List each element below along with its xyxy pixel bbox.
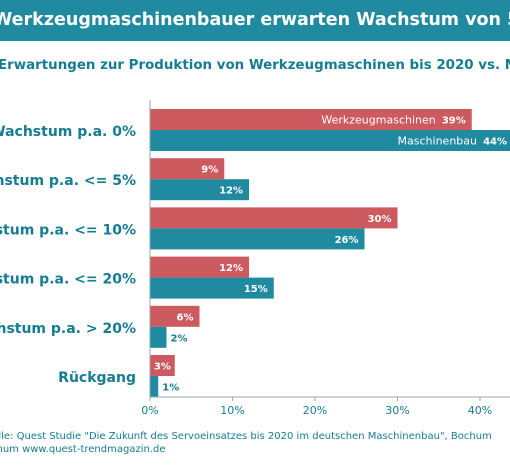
source-line-2: Bochum www.quest-trendmagazin.de: [0, 444, 166, 455]
category-label: Wachstum p.a. <= 5%: [0, 173, 136, 189]
chart-subtitle: Erwartungen zur Produktion von Werkzeugm…: [0, 58, 510, 73]
bar-werkzeugmaschinen: [150, 158, 225, 180]
category-label: Rückgang: [58, 370, 136, 386]
bar-maschinenbau: [150, 130, 510, 151]
source-note: Quelle: Quest Studie "Die Zukunft des Se…: [0, 430, 510, 456]
bar-maschinenbau: [150, 228, 365, 250]
x-tick-label: 10%: [220, 404, 244, 417]
chart-title: Werkzeugmaschinenbauer erwarten Wachstum…: [0, 0, 510, 41]
x-tick-label: 30%: [385, 404, 409, 417]
data-label: 3%: [154, 362, 171, 373]
category-label: Wachstum p.a. 0%: [0, 124, 136, 140]
data-label: 6%: [177, 312, 194, 323]
source-line-1: Quelle: Quest Studie "Die Zukunft des Se…: [0, 431, 492, 442]
bar-maschinenbau: [150, 179, 249, 201]
bar-werkzeugmaschinen: [150, 256, 249, 278]
bar-werkzeugmaschinen: [150, 355, 175, 376]
category-label: Wachstum p.a. > 20%: [0, 321, 136, 337]
legend-label: Werkzeugmaschinen: [321, 114, 435, 127]
data-label: 1%: [162, 383, 179, 394]
data-label: 12%: [219, 186, 243, 197]
bar-chart: 0% 10% 20% 30% 40% Wachstum p.a. 0% 39% Werkze…: [0, 100, 510, 417]
bar-werkzeugmaschinen: [150, 207, 398, 229]
data-label: 2%: [171, 333, 188, 344]
x-tick-label: 0%: [141, 404, 158, 417]
data-label: 39%: [442, 116, 466, 127]
bar-maschinenbau: [150, 326, 167, 348]
data-label: 12%: [219, 263, 243, 274]
legend-label: Maschinenbau: [398, 135, 477, 148]
bar-werkzeugmaschinen: [150, 109, 472, 130]
data-label: 44%: [483, 137, 507, 148]
data-label: 30%: [368, 214, 392, 225]
bar-maschinenbau: [150, 277, 274, 299]
category-label: Wachstum p.a. <= 10%: [0, 222, 136, 238]
bar-werkzeugmaschinen: [150, 305, 200, 327]
data-label: 26%: [335, 235, 359, 246]
bar-maschinenbau: [150, 376, 159, 397]
x-tick-label: 20%: [303, 404, 327, 417]
x-tick-label: 40%: [468, 404, 492, 417]
data-label: 15%: [244, 284, 268, 295]
data-label: 9%: [201, 165, 218, 176]
category-label: Wachstum p.a. <= 20%: [0, 272, 136, 288]
